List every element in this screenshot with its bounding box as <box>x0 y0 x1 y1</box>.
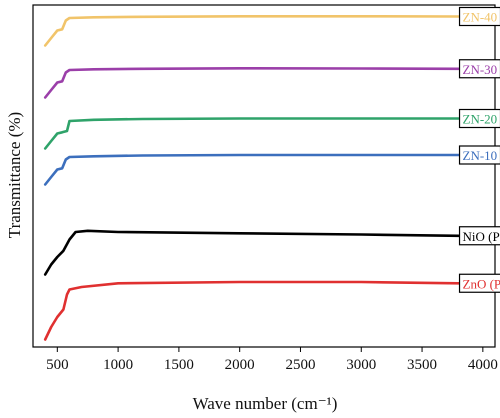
legend-label: ZN-10 <box>463 148 498 163</box>
legend-label: ZN-40 <box>463 10 498 25</box>
legend-box <box>458 6 500 27</box>
legend-entry: ZN-20 <box>458 108 500 129</box>
legend-entry: ZnO (P) <box>458 273 500 293</box>
x-tick-label: 4000 <box>468 357 498 373</box>
series-line-zn-30 <box>43 67 460 99</box>
x-tick-label: 2000 <box>225 357 255 373</box>
legend-entry: NiO (P) <box>458 226 500 246</box>
axes: 500 1000 1500 2000 2500 3000 3500 4000 <box>32 4 498 373</box>
x-tick-label: 1000 <box>103 357 133 373</box>
legend-label: ZN-30 <box>463 62 498 77</box>
series-layer <box>43 15 460 341</box>
legend-label: ZN-20 <box>463 112 498 127</box>
plot-frame <box>32 4 496 348</box>
x-tick-label: 1500 <box>164 357 194 373</box>
series-line-zn-10 <box>43 153 460 186</box>
x-axis-label: Wave number (cm⁻¹) <box>193 394 338 413</box>
series-line-zno-p <box>43 280 460 341</box>
x-tick-label: 3000 <box>346 357 376 373</box>
legend-box <box>458 145 500 165</box>
legend-box <box>458 273 500 293</box>
legend-box <box>458 59 500 79</box>
series-line-zn-20 <box>43 117 460 150</box>
series-line-nio-p <box>43 229 460 276</box>
series-line-zn-40 <box>43 15 460 47</box>
legend-box <box>458 108 500 129</box>
legend-entry: ZN-30 <box>458 59 500 79</box>
x-tick-label: 2500 <box>285 357 315 373</box>
legend-label: ZnO (P) <box>463 276 500 291</box>
legend-label: NiO (P) <box>463 229 500 244</box>
legend-entry: ZN-10 <box>458 145 500 165</box>
y-axis-label: Transmittance (%) <box>5 112 24 238</box>
x-tick-label: 3500 <box>407 357 437 373</box>
legend-layer: ZN-40 ZN-30 ZN-20 ZN-10 NiO (P) ZnO (P) <box>458 6 500 293</box>
legend-box <box>458 226 500 246</box>
x-tick-label: 500 <box>46 357 69 373</box>
legend-entry: ZN-40 <box>458 6 500 27</box>
